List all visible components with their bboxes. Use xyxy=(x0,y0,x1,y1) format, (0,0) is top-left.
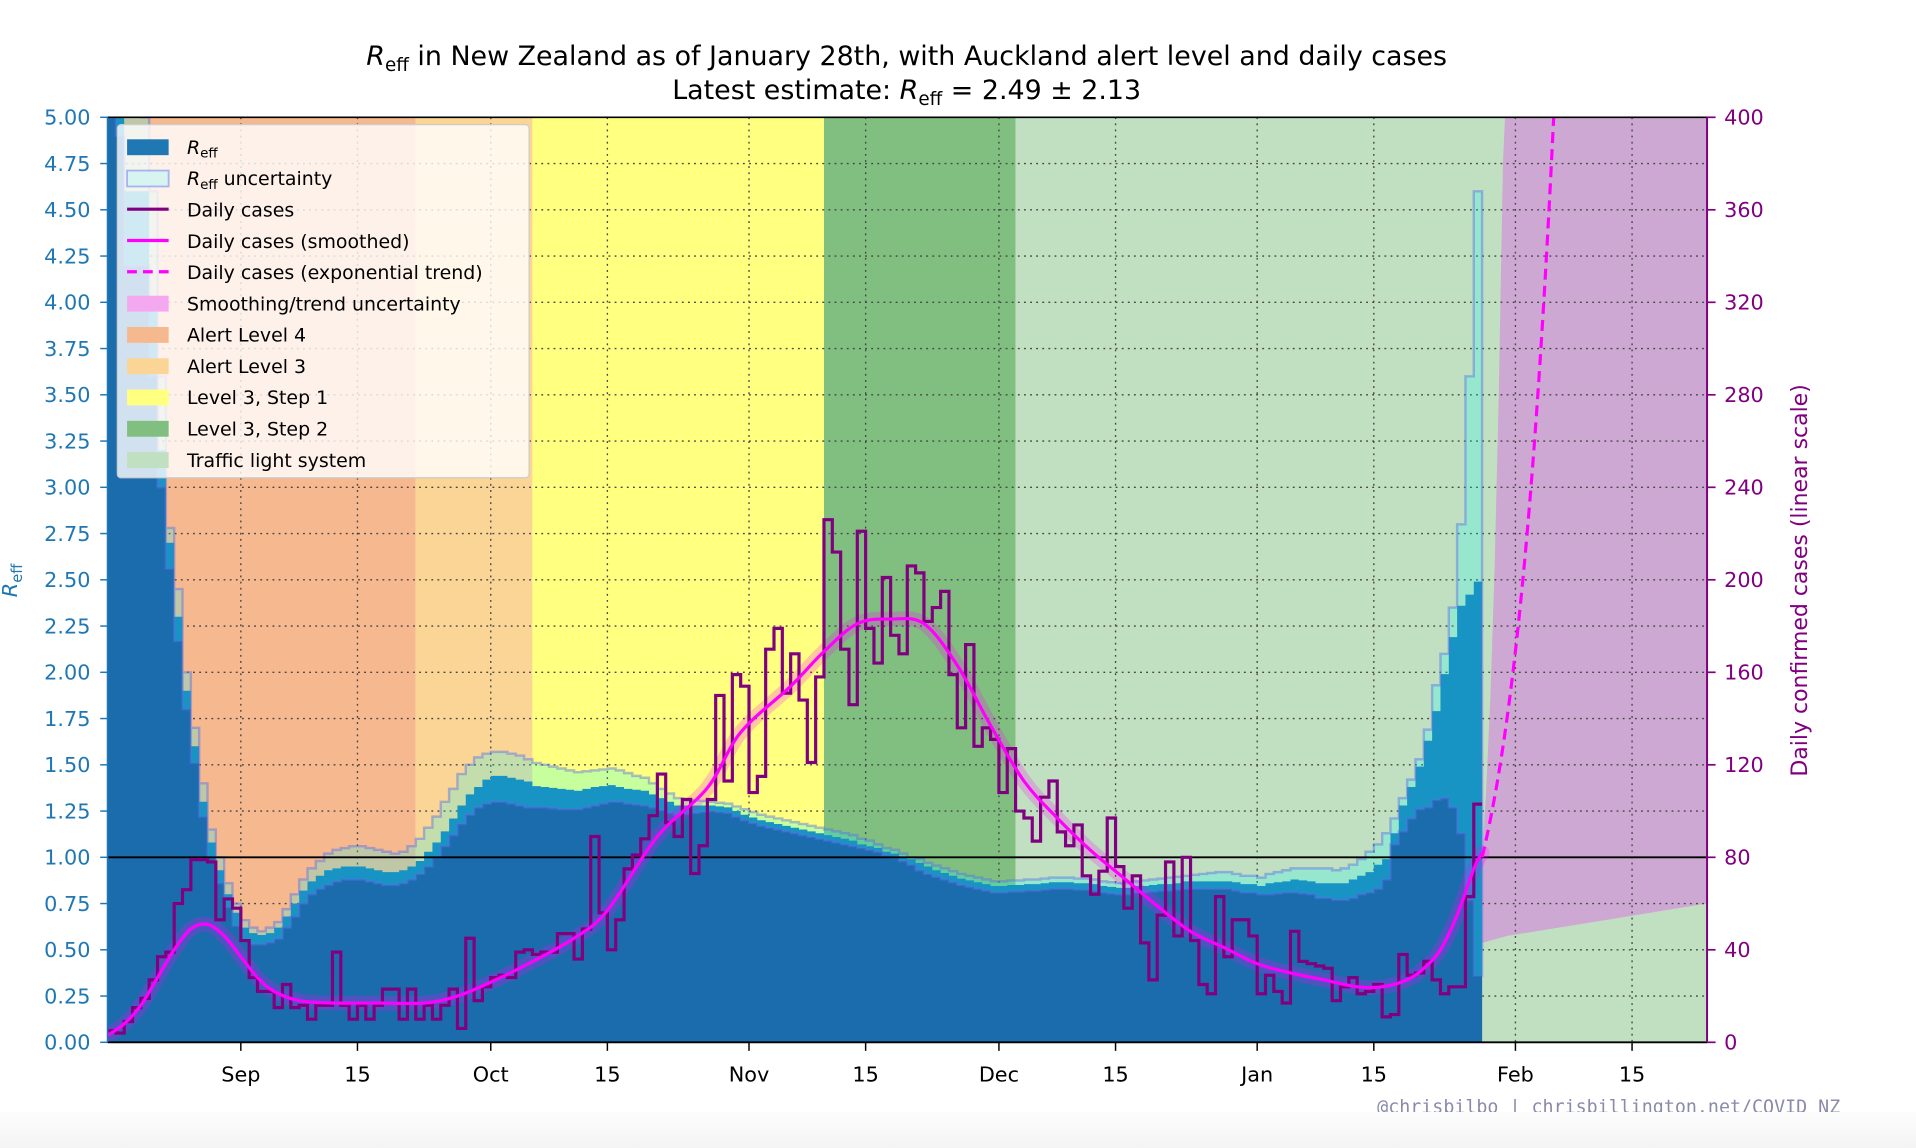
y-left-tick-label: 4.50 xyxy=(44,198,90,222)
daily-cases-exponential-trend-line xyxy=(1480,117,1556,858)
y-left-tick-label: 4.75 xyxy=(44,152,90,176)
chart-subtitle: Latest estimate: Reff = 2.49 ± 2.13 xyxy=(672,75,1141,110)
legend-swatch-band4 xyxy=(127,452,169,468)
subtitle-subscript: eff xyxy=(918,89,942,110)
y-left-tick-label: 3.25 xyxy=(44,429,90,453)
x-tick-label: 15 xyxy=(1102,1062,1128,1086)
y-left-tick-label: 2.25 xyxy=(44,614,90,638)
y-left-tick-label: 1.50 xyxy=(44,753,90,777)
y-left-tick-label: 3.75 xyxy=(44,337,90,361)
legend-label: Daily cases xyxy=(187,200,294,222)
legend-swatch-band1 xyxy=(127,358,169,375)
x-tick-label: 15 xyxy=(594,1062,620,1086)
y-left-tick-label: 4.00 xyxy=(44,291,90,315)
title-subscript: eff xyxy=(385,55,409,76)
legend-label: Reff uncertainty xyxy=(187,168,332,193)
chart-title: Reff in New Zealand as of January 28th, … xyxy=(366,41,1447,76)
legend-label: Traffic light system xyxy=(186,450,366,472)
legend-label: Alert Level 4 xyxy=(187,325,306,347)
reff-uncertainty-band xyxy=(107,117,1484,977)
y-right-tick-label: 120 xyxy=(1724,753,1764,777)
y-left-tick-label: 2.75 xyxy=(44,522,90,546)
legend-label: Reff xyxy=(187,137,218,162)
y-right-tick-label: 80 xyxy=(1724,846,1750,870)
y-left-tick-label: 1.00 xyxy=(44,846,90,870)
y-left-tick-label: 5.00 xyxy=(44,106,90,130)
window-bottom-strip xyxy=(0,1112,1916,1148)
y-left-label: Reff xyxy=(0,563,26,597)
y-left-tick-label: 0.50 xyxy=(44,938,90,962)
x-tick-label: Oct xyxy=(473,1062,509,1086)
legend-label: Alert Level 3 xyxy=(187,356,306,378)
legend-swatch-band0 xyxy=(127,326,169,343)
y-left-tick-label: 1.75 xyxy=(44,707,90,731)
x-tick-label: 15 xyxy=(344,1062,370,1086)
daily-cases-line xyxy=(107,518,1483,1035)
y-right-tick-label: 400 xyxy=(1724,106,1764,130)
title-text: in New Zealand as of January 28th, with … xyxy=(409,41,1447,72)
x-tick-label: 15 xyxy=(852,1062,878,1086)
trend-uncertainty-area xyxy=(1482,117,1708,943)
y-right-tick-label: 280 xyxy=(1724,383,1764,407)
x-tick-label: Sep xyxy=(221,1062,260,1086)
legend-swatch-reff_unc xyxy=(126,169,170,188)
daily-cases-smoothed-line xyxy=(107,616,1484,1037)
legend-label: Level 3, Step 2 xyxy=(187,418,328,440)
legend-label: Daily cases (smoothed) xyxy=(187,231,410,253)
legend-label: Smoothing/trend uncertainty xyxy=(187,293,461,315)
legend-label: Level 3, Step 1 xyxy=(187,387,328,409)
y-left-tick-label: 2.50 xyxy=(44,568,90,592)
x-tick-label: Jan xyxy=(1239,1062,1273,1086)
legend-symbol: R xyxy=(187,168,200,190)
y-left-label-symbol: R xyxy=(0,583,22,597)
y-right-label: Daily confirmed cases (linear scale) xyxy=(1788,384,1813,776)
legend-swatch-reff xyxy=(127,139,169,156)
y-left-tick-label: 3.00 xyxy=(44,476,90,500)
legend-swatch-band2 xyxy=(127,389,169,406)
y-left-label-sub: eff xyxy=(9,563,26,583)
legend-text: uncertainty xyxy=(218,168,333,190)
subtitle-symbol: R xyxy=(900,75,919,106)
y-right-tick-label: 240 xyxy=(1724,476,1764,500)
x-tick-label: 15 xyxy=(1619,1062,1645,1086)
y-left-tick-label: 4.25 xyxy=(44,244,90,268)
legend-symbol: R xyxy=(187,137,200,159)
x-tick-label: Feb xyxy=(1497,1062,1534,1086)
x-tick-label: 15 xyxy=(1361,1062,1387,1086)
subtitle-value: = 2.49 ± 2.13 xyxy=(942,75,1141,106)
y-left-tick-label: 1.25 xyxy=(44,799,90,823)
y-left-tick-label: 3.50 xyxy=(44,383,90,407)
y-left-tick-label: 2.00 xyxy=(44,661,90,685)
y-right-tick-label: 320 xyxy=(1724,291,1764,315)
y-right-tick-label: 160 xyxy=(1724,661,1764,685)
title-symbol: R xyxy=(366,41,385,72)
x-tick-label: Nov xyxy=(729,1062,770,1086)
subtitle-text: Latest estimate: xyxy=(672,75,899,106)
y-left-tick-label: 0.00 xyxy=(44,1031,90,1055)
legend-subscript: eff xyxy=(200,147,218,162)
y-right-tick-label: 0 xyxy=(1724,1031,1737,1055)
x-tick-label: Dec xyxy=(979,1062,1019,1086)
legend-swatch-band3 xyxy=(127,420,169,437)
legend-box xyxy=(116,124,530,479)
legend-label: Daily cases (exponential trend) xyxy=(187,262,483,284)
legend-subscript: eff xyxy=(200,178,218,193)
legend-swatch-smooth_unc xyxy=(127,295,169,312)
y-left-tick-label: 0.75 xyxy=(44,892,90,916)
y-right-tick-label: 200 xyxy=(1724,568,1764,592)
y-right-tick-label: 360 xyxy=(1724,198,1764,222)
y-left-tick-label: 0.25 xyxy=(44,984,90,1008)
axes: Sep 15 Oct 15 Nov 15 Dec 15 Jan 15 Feb 15 0.00 0.25 0.… xyxy=(44,106,1764,1087)
y-right-tick-label: 40 xyxy=(1724,938,1750,962)
